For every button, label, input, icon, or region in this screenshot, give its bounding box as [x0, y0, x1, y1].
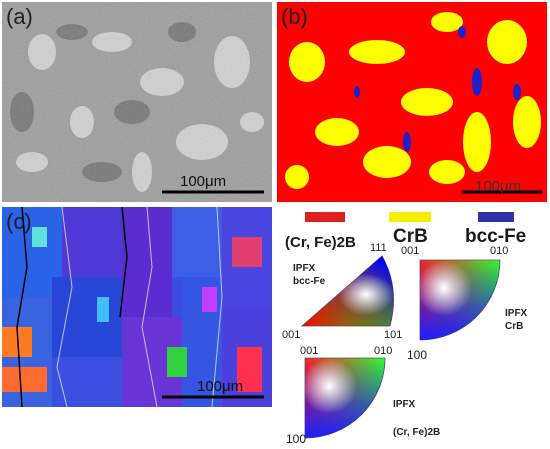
ipf-bcc-title: IPFX: [293, 263, 316, 274]
panel-c-ipf-map: (c) 100μm: [2, 207, 272, 407]
legend-label-cr-fe-2b: (Cr, Fe)2B: [285, 234, 356, 251]
panel-c-scalebar-label: 100μm: [197, 378, 244, 395]
ipf-cfb-title: IPFX: [393, 399, 416, 410]
panel-b-label: (b): [281, 4, 308, 29]
ipf-quadrant-crb: [419, 259, 501, 341]
ipf-quadrant-cr-fe-2b: [304, 357, 386, 439]
legend-label-bcc-fe: bcc-Fe: [465, 226, 527, 247]
legend-swatch-cr-fe-2b: [305, 212, 345, 222]
panel-b-phase-map: (b) 100μm: [277, 2, 547, 202]
ipf-crb-title: IPFX: [505, 308, 528, 319]
phase-map-image: [277, 2, 547, 202]
panel-a-bse-image: (a) 100μm: [2, 2, 272, 202]
legend-swatch-crb: [389, 212, 431, 222]
panel-a-scalebar-label: 100μm: [180, 173, 227, 190]
ipf-crb-phase: CrB: [505, 321, 524, 332]
ipf-bcc-corner-111: 111: [370, 242, 387, 254]
ipf-triangle-bcc-fe: [300, 255, 394, 327]
ipf-crb-corner-100: 100: [407, 348, 428, 362]
ipf-crb-corner-010: 010: [490, 245, 509, 257]
bse-micrograph: [2, 2, 272, 202]
ipf-crb-corner-001: 001: [401, 245, 420, 257]
panel-c-label: (c): [6, 209, 32, 234]
legend-swatch-bcc-fe: [478, 212, 514, 222]
ipf-cfb-corner-001: 001: [300, 345, 319, 357]
ipf-cfb-phase: (Cr, Fe)2B: [393, 427, 441, 438]
ipf-cfb-corner-010: 010: [374, 345, 393, 357]
ipf-bcc-phase: bcc-Fe: [293, 276, 326, 287]
panel-a-label: (a): [6, 4, 33, 29]
panel-b-scalebar-label: 100μm: [475, 178, 522, 195]
ipf-bcc-corner-001: 001: [282, 329, 301, 341]
legend-label-crb: CrB: [393, 226, 428, 247]
ipf-cfb-corner-100: 100: [286, 432, 307, 446]
ipf-bcc-corner-101: 101: [384, 329, 403, 341]
ipf-map-image: [2, 207, 272, 407]
